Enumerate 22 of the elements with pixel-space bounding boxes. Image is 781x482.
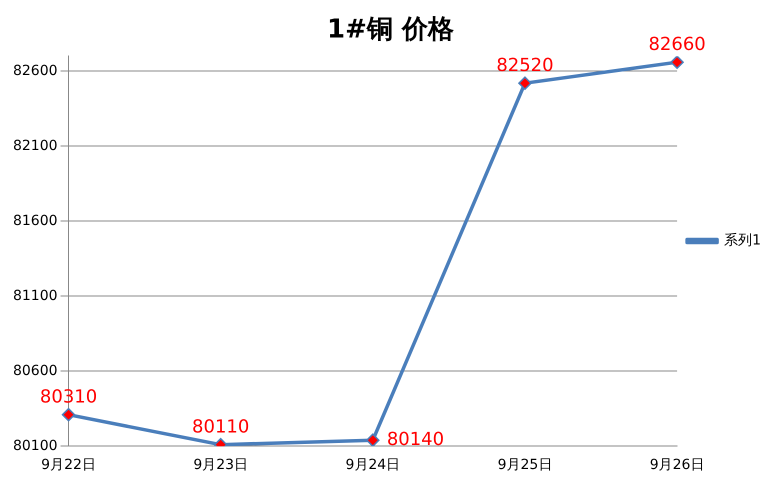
y-tick-label: 80100 [12, 438, 58, 454]
point [366, 433, 380, 446]
x-tick-label: 9月26日 [650, 457, 704, 474]
y-tick-label: 82600 [12, 62, 58, 79]
y-tick-label: 81100 [12, 288, 58, 304]
data-label: 80140 [386, 428, 444, 450]
chart-title: 1#铜 价格 [327, 14, 454, 44]
data-label: 82660 [648, 34, 706, 55]
x-tick-label: 9月24日 [345, 457, 400, 474]
point [670, 56, 684, 69]
x-tick-label: 9月23日 [193, 457, 248, 474]
data-label: 80110 [192, 416, 250, 438]
data-label: 82520 [496, 54, 554, 76]
point [62, 408, 76, 422]
x-tick-label: 9月25日 [498, 457, 552, 474]
y-tick-label: 81600 [12, 212, 58, 229]
point [518, 76, 532, 90]
legend-label: 系列1 [724, 232, 762, 249]
data-label: 80310 [40, 386, 98, 408]
x-tick-label: 9月22日 [41, 457, 96, 474]
y-tick-label: 82100 [12, 138, 58, 154]
y-tick-label: 80600 [12, 362, 58, 379]
